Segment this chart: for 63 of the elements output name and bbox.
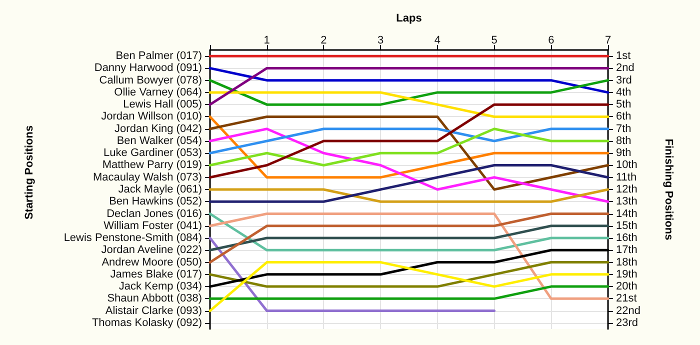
category-label: Alistair Clarke (093) — [105, 304, 202, 317]
category-label: James Blake (017) — [110, 268, 202, 280]
category-label: Declan Jones (016) — [106, 208, 202, 220]
y2-tick-label: 11th — [616, 171, 637, 184]
line-series — [208, 115, 610, 179]
category-label: Shaun Abbott (038) — [107, 292, 202, 305]
category-label: Jordan Willson (010) — [101, 110, 202, 123]
category-label: Ben Walker (054) — [116, 134, 202, 147]
category-label: Macaulay Walsh (073) — [92, 171, 202, 184]
x-tick-label: 2 — [320, 34, 327, 46]
x-tick-label: 5 — [491, 34, 498, 46]
category-label: Andrew Moore (050) — [102, 256, 202, 268]
category-label: Jack Mayle (061) — [118, 184, 202, 196]
y2-tick-label: 13th — [616, 196, 638, 208]
y2-tick-label: 15th — [616, 220, 638, 232]
y2-tick-label: 2nd — [616, 62, 634, 74]
category-label: Callum Bowyer (078) — [99, 74, 202, 86]
x-tick-label: 3 — [378, 34, 384, 46]
y2-tick-label: 22nd — [616, 304, 640, 317]
category-label: Thomas Kolasky (092) — [92, 316, 202, 329]
line-series — [208, 164, 610, 203]
category-label: Lewis Penstone-Smith (084) — [64, 232, 202, 244]
y2-tick-label: 4th — [616, 86, 632, 98]
category-label: Lewis Hall (005) — [123, 98, 202, 111]
y2-tick-label: 17th — [616, 244, 638, 256]
line-series — [208, 128, 610, 166]
y2-tick-label: 5th — [616, 98, 632, 111]
x-tick-label: 6 — [548, 34, 554, 46]
x-tick-label: 7 — [604, 34, 612, 46]
category-label: William Foster (041) — [104, 220, 202, 232]
y2-tick-label: 9th — [616, 147, 632, 160]
line-series — [208, 115, 610, 191]
category-label: Ben Palmer (017) — [116, 50, 202, 62]
category-label: Jordan King (042) — [114, 122, 202, 135]
y2-tick-label: 18th — [616, 256, 638, 268]
y2-tick-label: 10th — [616, 159, 638, 172]
y2-tick-label: 21st — [616, 292, 637, 305]
category-label: Ollie Varney (064) — [114, 86, 202, 98]
category-label: Jordan Aveline (022) — [101, 244, 202, 256]
category-label: Jack Kemp (034) — [118, 280, 202, 293]
x-tick-label: 1 — [264, 34, 270, 46]
y2-tick-label: 12th — [616, 184, 638, 196]
text: Starting Positions — [24, 125, 36, 220]
y2-tick-label: 1st — [616, 50, 631, 62]
category-label: Danny Harwood (091) — [94, 62, 202, 74]
y2-axis-title: Finishing Positions — [662, 138, 674, 240]
y2-tick-label: 16th — [616, 232, 638, 244]
y2-tick-label: 6th — [616, 110, 632, 123]
line-series — [208, 128, 610, 203]
line-series — [208, 261, 610, 312]
category-label: Ben Hawkins (052) — [109, 196, 202, 208]
y2-tick-label: 19th — [616, 268, 638, 280]
y2-tick-label: 7th — [616, 122, 632, 135]
x-axis-title: Laps — [396, 12, 422, 24]
y2-tick-label: 14th — [616, 208, 638, 220]
x-tick-label: 4 — [434, 34, 440, 46]
y2-tick-label: 23rd — [616, 316, 638, 329]
y2-tick-label: 3rd — [616, 74, 632, 86]
y2-tick-label: 8th — [616, 134, 632, 147]
line-series — [208, 103, 610, 179]
category-label: Luke Gardiner (053) — [104, 147, 202, 160]
category-label: Matthew Parry (019) — [102, 159, 202, 172]
y2-tick-label: 20th — [616, 280, 638, 293]
